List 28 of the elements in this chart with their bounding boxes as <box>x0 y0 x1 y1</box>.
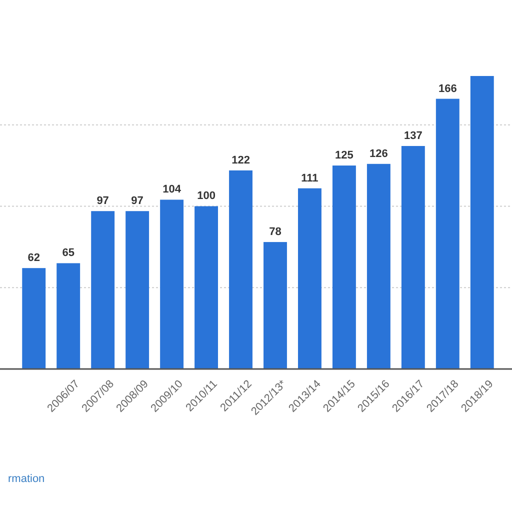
data-label: 62 <box>28 252 40 264</box>
data-label: 65 <box>62 247 74 260</box>
bar <box>436 98 460 369</box>
data-label: 97 <box>96 195 109 208</box>
data-label: 111 <box>301 172 318 184</box>
bar <box>298 188 322 369</box>
bar <box>229 170 252 369</box>
data-label: 125 <box>335 150 354 162</box>
bar <box>22 268 46 369</box>
bar <box>332 166 356 369</box>
bar <box>91 211 115 369</box>
bar <box>366 164 390 369</box>
bar <box>126 211 150 369</box>
bar <box>194 206 218 369</box>
data-label: 126 <box>370 148 388 160</box>
data-label: 166 <box>438 82 457 95</box>
data-label: 122 <box>232 154 250 166</box>
bar <box>160 200 184 369</box>
data-label: 97 <box>131 195 144 208</box>
data-label: 100 <box>197 190 216 202</box>
bar <box>470 76 494 369</box>
bar <box>401 146 425 369</box>
bar <box>264 242 287 369</box>
text: rmation <box>8 473 45 485</box>
bar <box>56 263 80 369</box>
data-label: 104 <box>162 184 182 196</box>
data-label: 137 <box>404 130 422 142</box>
data-label: 78 <box>269 226 282 238</box>
